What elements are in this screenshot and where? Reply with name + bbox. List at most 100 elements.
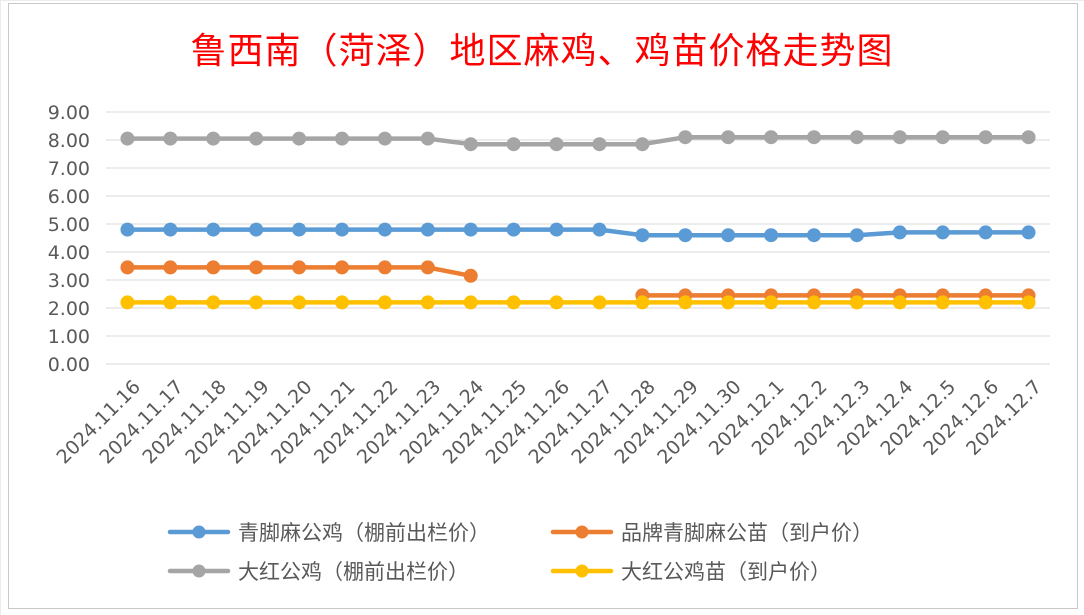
data-point: [849, 228, 864, 243]
legend-item: 大红公鸡苗（到户价）: [550, 560, 831, 584]
data-point: [549, 137, 564, 152]
data-point: [120, 131, 135, 146]
data-point: [849, 130, 864, 145]
data-point: [335, 260, 349, 275]
data-point: [506, 222, 521, 237]
data-point: [506, 295, 521, 310]
data-point: [678, 228, 693, 243]
legend-marker: [192, 564, 206, 578]
data-point: [935, 295, 950, 310]
legend: 青脚麻公鸡（棚前出栏价） 品牌青脚麻公苗（到户价） 大红公鸡（棚前出栏价） 大红公鸡苗…: [167, 521, 873, 584]
data-point: [163, 222, 178, 237]
data-point: [549, 295, 564, 310]
data-point: [463, 137, 478, 152]
data-point: [249, 222, 264, 237]
data-point: [163, 295, 178, 310]
data-point: [335, 131, 349, 146]
legend-label: 大红公鸡苗（到户价）: [621, 560, 831, 584]
data-point: [377, 222, 392, 237]
data-point: [163, 131, 178, 146]
y-tick-label: 3.00: [48, 270, 90, 292]
data-point: [420, 295, 435, 310]
y-axis-ticks: 0.00 1.00 2.00 3.00 4.00 5.00 6.00 7.00 8.00 9.00: [48, 102, 90, 376]
data-point: [764, 130, 779, 145]
data-point: [635, 295, 650, 310]
data-point: [807, 130, 821, 145]
data-point: [721, 295, 736, 310]
data-point: [163, 260, 178, 275]
data-point: [120, 295, 135, 310]
y-tick-label: 8.00: [48, 130, 90, 152]
data-point: [420, 260, 435, 275]
y-tick-label: 5.00: [48, 214, 90, 236]
data-point: [807, 228, 821, 243]
data-point: [206, 222, 221, 237]
data-point: [377, 260, 392, 275]
data-point: [592, 137, 607, 152]
data-point: [935, 130, 950, 145]
y-tick-label: 1.00: [48, 326, 90, 348]
sheet-gridline: [0, 0, 1, 615]
y-gridlines: [106, 111, 1050, 365]
data-point: [206, 295, 221, 310]
data-point: [1021, 130, 1036, 145]
data-point: [892, 295, 907, 310]
data-point: [463, 222, 478, 237]
legend-marker: [575, 525, 589, 539]
y-tick-label: 9.00: [48, 102, 90, 124]
data-point: [764, 228, 779, 243]
data-point: [1021, 225, 1036, 240]
data-point: [635, 137, 650, 152]
series-4: [120, 295, 1036, 310]
data-point: [892, 130, 907, 145]
data-point: [635, 228, 650, 243]
data-point: [678, 130, 693, 145]
legend-item: 青脚麻公鸡（棚前出栏价）: [167, 521, 490, 545]
data-point: [1021, 295, 1036, 310]
legend-label: 品牌青脚麻公苗（到户价）: [621, 521, 873, 545]
data-point: [335, 222, 349, 237]
data-point: [420, 131, 435, 146]
data-point: [120, 260, 135, 275]
y-tick-label: 6.00: [48, 186, 90, 208]
data-point: [292, 222, 307, 237]
data-point: [592, 295, 607, 310]
data-point: [506, 137, 521, 152]
data-point: [764, 295, 779, 310]
x-axis-ticks: 2024.11.162024.11.172024.11.182024.11.19…: [53, 376, 1047, 468]
series-layer: [120, 130, 1036, 310]
y-tick-label: 2.00: [48, 298, 90, 320]
y-tick-label: 7.00: [48, 158, 90, 180]
data-point: [721, 130, 736, 145]
legend-item: 大红公鸡（棚前出栏价）: [167, 560, 469, 584]
data-point: [420, 222, 435, 237]
data-point: [292, 295, 307, 310]
sheet-gridline: [0, 0, 1084, 1]
series-line: [125, 134, 1031, 147]
data-point: [935, 225, 950, 240]
data-point: [592, 222, 607, 237]
data-point: [206, 131, 221, 146]
legend-marker: [575, 564, 589, 578]
data-point: [463, 295, 478, 310]
legend-item: 品牌青脚麻公苗（到户价）: [550, 521, 873, 545]
data-point: [978, 130, 993, 145]
legend-marker: [192, 525, 206, 539]
data-point: [463, 268, 478, 283]
data-point: [249, 260, 264, 275]
y-tick-label: 0.00: [48, 354, 90, 376]
data-point: [292, 131, 307, 146]
data-point: [807, 295, 821, 310]
data-point: [377, 131, 392, 146]
y-tick-label: 4.00: [48, 242, 90, 264]
data-point: [978, 295, 993, 310]
data-point: [120, 222, 135, 237]
data-point: [549, 222, 564, 237]
series-line: [125, 227, 1031, 238]
legend-label: 青脚麻公鸡（棚前出栏价）: [238, 521, 490, 545]
series-3: [120, 130, 1036, 152]
data-point: [377, 295, 392, 310]
data-point: [249, 131, 264, 146]
